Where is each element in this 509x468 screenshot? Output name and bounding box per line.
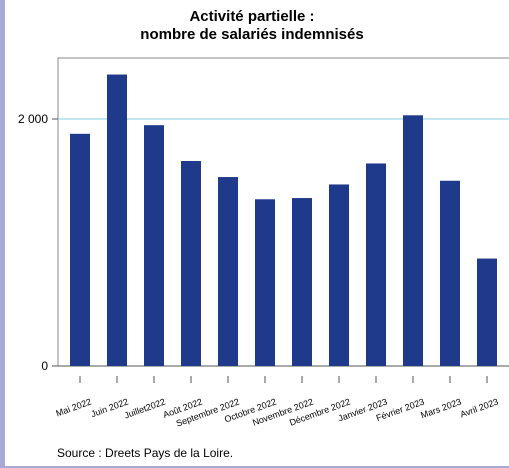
bar (107, 74, 127, 366)
source-note: Source : Dreets Pays de la Loire. (57, 446, 234, 460)
bar (255, 199, 275, 366)
bar (292, 198, 312, 366)
bar (329, 184, 349, 366)
bar (477, 258, 497, 366)
x-tick-label: Avril 2023 (459, 396, 500, 419)
y-tick-label: 0 (41, 359, 48, 373)
bar (181, 160, 201, 366)
bar (366, 163, 386, 366)
y-tick-label: 2 000 (18, 112, 48, 126)
chart-title-line-1: Activité partielle : (189, 8, 315, 25)
x-tick-label: Mai 2022 (54, 396, 92, 418)
x-tick-label: Mars 2023 (419, 396, 462, 420)
x-tick-label: Juillet2022 (123, 396, 167, 420)
bar (70, 133, 90, 366)
bar (144, 125, 164, 366)
bar (403, 115, 423, 366)
chart-title-line-2: nombre de salariés indemnisés (140, 26, 364, 43)
bar (218, 177, 238, 366)
bar (440, 180, 460, 366)
